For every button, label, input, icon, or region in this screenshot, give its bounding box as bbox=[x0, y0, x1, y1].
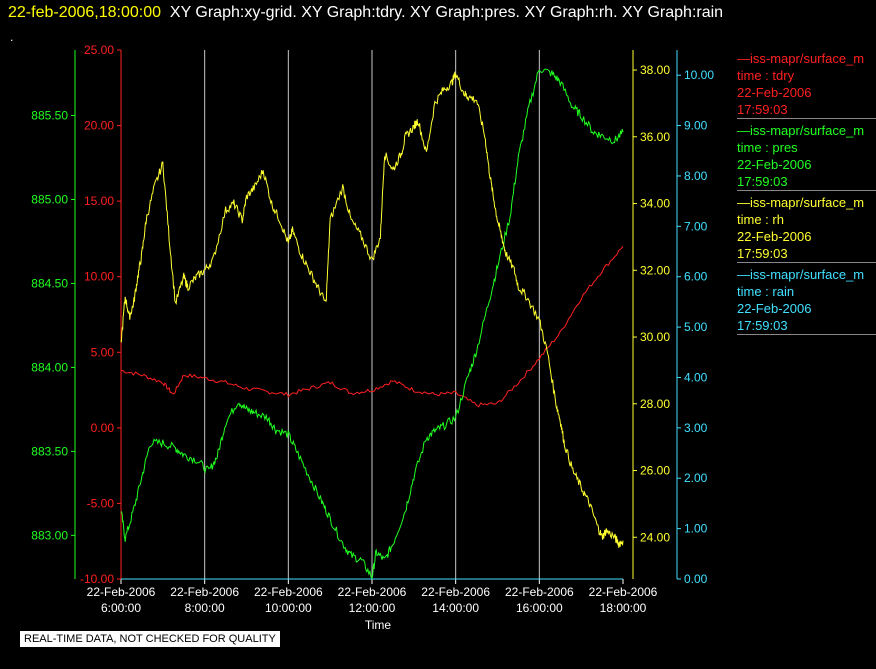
x-tick-label-date: 22-Feb-2006 bbox=[170, 585, 239, 599]
rain-tick-label: 7.00 bbox=[684, 219, 708, 233]
tdry-tick-label: -5.00 bbox=[87, 496, 115, 510]
legend-variable: time : pres bbox=[737, 139, 876, 156]
x-tick-label-date: 22-Feb-2006 bbox=[338, 585, 407, 599]
rh-tick-label: 32.00 bbox=[640, 263, 670, 277]
pres-tick-label: 884.00 bbox=[31, 360, 68, 374]
legend-date: 22-Feb-2006 bbox=[737, 228, 876, 245]
rain-tick-label: 5.00 bbox=[684, 320, 708, 334]
legend-source: —iss-mapr/surface_m bbox=[737, 194, 876, 211]
legend-separator bbox=[737, 262, 876, 263]
legend-variable: time : rain bbox=[737, 283, 876, 300]
pres-tick-label: 885.50 bbox=[31, 108, 68, 122]
rh-tick-label: 24.00 bbox=[640, 530, 670, 544]
legend-time: 17:59:03 bbox=[737, 173, 876, 190]
x-tick-label-time: 10:00:00 bbox=[265, 601, 312, 615]
x-tick-label-date: 22-Feb-2006 bbox=[87, 585, 156, 599]
legend-entry-rh: —iss-mapr/surface_m time : rh 22-Feb-200… bbox=[737, 194, 876, 263]
rh-tick-label: 38.00 bbox=[640, 63, 670, 77]
x-tick-label-date: 22-Feb-2006 bbox=[589, 585, 658, 599]
legend-source: —iss-mapr/surface_m bbox=[737, 122, 876, 139]
tdry-tick-label: 0.00 bbox=[91, 421, 115, 435]
x-axis-label: Time bbox=[365, 618, 392, 632]
legend-separator bbox=[737, 190, 876, 191]
legend-time: 17:59:03 bbox=[737, 317, 876, 334]
legend-variable: time : tdry bbox=[737, 67, 876, 84]
pres-tick-label: 883.50 bbox=[31, 444, 68, 458]
legend-date: 22-Feb-2006 bbox=[737, 84, 876, 101]
rain-tick-label: 1.00 bbox=[684, 522, 708, 536]
legend-date: 22-Feb-2006 bbox=[737, 156, 876, 173]
rain-tick-label: 3.00 bbox=[684, 421, 708, 435]
tdry-tick-label: 10.00 bbox=[84, 270, 114, 284]
tdry-tick-label: 20.00 bbox=[84, 119, 114, 133]
tdry-tick-label: 5.00 bbox=[91, 345, 115, 359]
rh-tick-label: 28.00 bbox=[640, 397, 670, 411]
legend-separator bbox=[737, 118, 876, 119]
x-tick-label-time: 8:00:00 bbox=[185, 601, 225, 615]
rain-tick-label: 10.00 bbox=[684, 68, 714, 82]
x-tick-label-time: 16:00:00 bbox=[516, 601, 563, 615]
legend-entry-rain: —iss-mapr/surface_m time : rain 22-Feb-2… bbox=[737, 266, 876, 335]
tdry-tick-label: 15.00 bbox=[84, 194, 114, 208]
legend-date: 22-Feb-2006 bbox=[737, 300, 876, 317]
legend-source: —iss-mapr/surface_m bbox=[737, 266, 876, 283]
x-tick-label-date: 22-Feb-2006 bbox=[254, 585, 323, 599]
pres-tick-label: 883.00 bbox=[31, 528, 68, 542]
rh-tick-label: 34.00 bbox=[640, 197, 670, 211]
rh-tick-label: 26.00 bbox=[640, 464, 670, 478]
tdry-tick-label: -10.00 bbox=[80, 572, 114, 586]
x-tick-label-time: 18:00:00 bbox=[600, 601, 647, 615]
x-tick-label-date: 22-Feb-2006 bbox=[421, 585, 490, 599]
x-tick-label-time: 12:00:00 bbox=[349, 601, 396, 615]
rain-tick-label: 9.00 bbox=[684, 119, 708, 133]
pres-tick-label: 884.50 bbox=[31, 276, 68, 290]
x-tick-label-date: 22-Feb-2006 bbox=[505, 585, 574, 599]
legend-time: 17:59:03 bbox=[737, 101, 876, 118]
rain-tick-label: 6.00 bbox=[684, 270, 708, 284]
pres-tick-label: 885.00 bbox=[31, 192, 68, 206]
tdry-tick-label: 25.00 bbox=[84, 43, 114, 57]
rain-tick-label: 0.00 bbox=[684, 572, 708, 586]
x-tick-label-time: 6:00:00 bbox=[101, 601, 141, 615]
rh-tick-label: 36.00 bbox=[640, 130, 670, 144]
rain-tick-label: 2.00 bbox=[684, 471, 708, 485]
legend-variable: time : rh bbox=[737, 211, 876, 228]
rain-tick-label: 8.00 bbox=[684, 169, 708, 183]
rain-tick-label: 4.00 bbox=[684, 370, 708, 384]
rh-tick-label: 30.00 bbox=[640, 330, 670, 344]
x-tick-label-time: 14:00:00 bbox=[432, 601, 479, 615]
legend-entry-pres: —iss-mapr/surface_m time : pres 22-Feb-2… bbox=[737, 122, 876, 191]
legend-time: 17:59:03 bbox=[737, 245, 876, 262]
legend-source: —iss-mapr/surface_m bbox=[737, 50, 876, 67]
legend-entry-tdry: —iss-mapr/surface_m time : tdry 22-Feb-2… bbox=[737, 50, 876, 119]
quality-notice: REAL-TIME DATA, NOT CHECKED FOR QUALITY bbox=[20, 631, 280, 647]
legend-separator bbox=[737, 334, 876, 335]
